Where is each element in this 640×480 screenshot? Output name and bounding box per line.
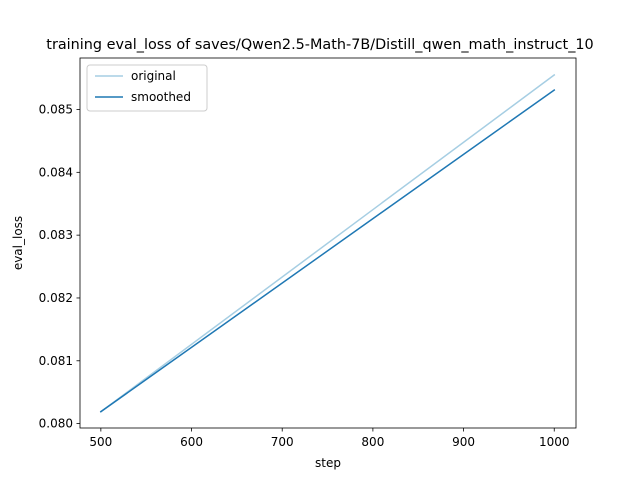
- x-tick-label: 700: [271, 435, 294, 449]
- series-line-smoothed: [99, 88, 556, 413]
- y-axis-label: eval_loss: [11, 216, 25, 270]
- legend: original smoothed: [86, 64, 208, 112]
- y-tick-label: 0.085: [39, 103, 73, 117]
- y-tick-label: 0.084: [39, 165, 73, 179]
- y-axis-ticks: 0.080 0.081 0.082 0.083 0.084 0.085: [39, 103, 80, 431]
- x-tick-label: 800: [361, 435, 384, 449]
- y-tick-label: 0.082: [39, 291, 73, 305]
- y-tick-label: 0.083: [39, 228, 73, 242]
- series-line-original: [99, 73, 556, 413]
- legend-label-original: original: [131, 69, 176, 83]
- x-tick-label: 900: [452, 435, 475, 449]
- y-tick-label: 0.080: [39, 417, 73, 431]
- legend-label-smoothed: smoothed: [131, 90, 191, 104]
- series-layer: [99, 73, 556, 413]
- y-tick-label: 0.081: [39, 354, 73, 368]
- x-tick-label: 600: [180, 435, 203, 449]
- x-axis-ticks: 500 600 700 800 900 1000: [89, 428, 570, 449]
- x-tick-label: 500: [89, 435, 112, 449]
- plot-frame: [79, 57, 577, 429]
- x-axis-label: step: [315, 456, 341, 470]
- chart-title: training eval_loss of saves/Qwen2.5-Math…: [46, 37, 593, 53]
- x-tick-label: 1000: [539, 435, 570, 449]
